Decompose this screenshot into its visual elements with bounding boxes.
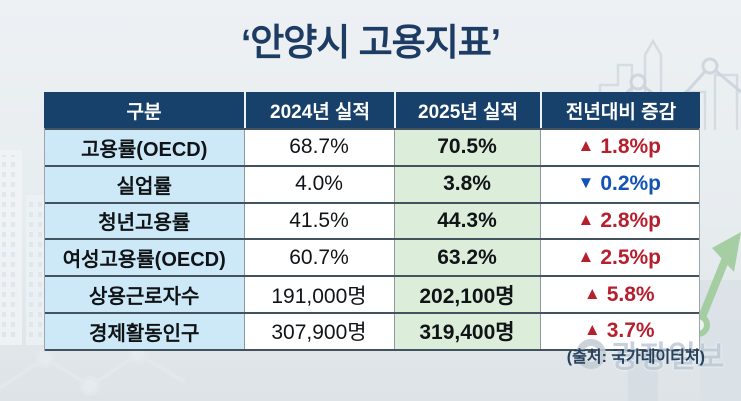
table-header-row: 구분 2024년 실적 2025년 실적 전년대비 증감 bbox=[44, 92, 700, 128]
up-triangle-icon: ▲ bbox=[577, 246, 595, 266]
change-value: ▲ 1.8%p bbox=[539, 130, 698, 165]
employment-indicators-table: 구분 2024년 실적 2025년 실적 전년대비 증감 고용률(OECD) 68.7%… bbox=[44, 92, 700, 351]
row-label: 실업률 bbox=[45, 166, 244, 202]
table-row: 경제활동인구 307,900명 319,400명 ▲ 3.7% bbox=[45, 311, 699, 351]
column-header: 2024년 실적 bbox=[244, 92, 394, 128]
change-value: ▲ 2.8%p bbox=[539, 203, 698, 239]
value-2025: 319,400명 bbox=[393, 313, 540, 349]
change-value: ▼ 0.2%p bbox=[539, 166, 698, 202]
value-2025: 44.3% bbox=[393, 203, 540, 239]
column-header: 전년대비 증감 bbox=[540, 92, 700, 128]
up-triangle-icon: ▲ bbox=[583, 320, 601, 340]
table-row: 청년고용률 41.5% 44.3% ▲ 2.8%p bbox=[45, 201, 699, 239]
value-2024: 191,000명 bbox=[243, 277, 394, 312]
change-value: ▲ 3.7% bbox=[539, 313, 698, 349]
column-header: 구분 bbox=[126, 101, 162, 123]
value-2025: 202,100명 bbox=[393, 277, 540, 312]
row-label: 상용근로자수 bbox=[45, 277, 244, 312]
table-row: 여성고용률(OECD) 60.7% 63.2% ▲ 2.5%p bbox=[45, 238, 699, 276]
value-2025: 3.8% bbox=[393, 166, 540, 202]
up-triangle-icon: ▲ bbox=[577, 209, 595, 229]
value-2024: 4.0% bbox=[243, 166, 394, 202]
table-row: 고용률(OECD) 68.7% 70.5% ▲ 1.8%p bbox=[45, 128, 699, 165]
buildings-left bbox=[0, 150, 44, 345]
value-2025: 63.2% bbox=[393, 240, 540, 276]
row-label: 고용률(OECD) bbox=[45, 130, 244, 165]
source-note: (출처: 국가데이터처) bbox=[566, 349, 705, 366]
page-title: ‘안양시 고용지표’ bbox=[240, 22, 501, 63]
value-2025: 70.5% bbox=[393, 130, 540, 165]
up-triangle-icon: ▲ bbox=[577, 136, 595, 156]
row-label: 여성고용률(OECD) bbox=[45, 240, 244, 276]
table-row: 실업률 4.0% 3.8% ▼ 0.2%p bbox=[45, 164, 699, 202]
value-2024: 60.7% bbox=[243, 240, 394, 276]
table-row: 상용근로자수 191,000명 202,100명 ▲ 5.8% bbox=[45, 275, 699, 312]
row-label: 경제활동인구 bbox=[45, 313, 244, 349]
down-triangle-icon: ▼ bbox=[577, 173, 595, 193]
value-2024: 68.7% bbox=[243, 130, 394, 165]
table-body: 고용률(OECD) 68.7% 70.5% ▲ 1.8%p 실업률 4.0% 3.8% ▼ 0.2… bbox=[44, 128, 700, 351]
up-triangle-icon: ▲ bbox=[583, 283, 601, 303]
publisher-logo-icon bbox=[576, 339, 606, 369]
value-2024: 41.5% bbox=[243, 203, 394, 239]
value-2024: 307,900명 bbox=[243, 313, 394, 349]
row-label: 청년고용률 bbox=[45, 203, 244, 239]
change-value: ▲ 2.5%p bbox=[539, 240, 698, 276]
column-header: 2025년 실적 bbox=[394, 92, 540, 128]
change-value: ▲ 5.8% bbox=[539, 277, 698, 312]
line-chart-decoration-bottom-left bbox=[0, 344, 186, 396]
